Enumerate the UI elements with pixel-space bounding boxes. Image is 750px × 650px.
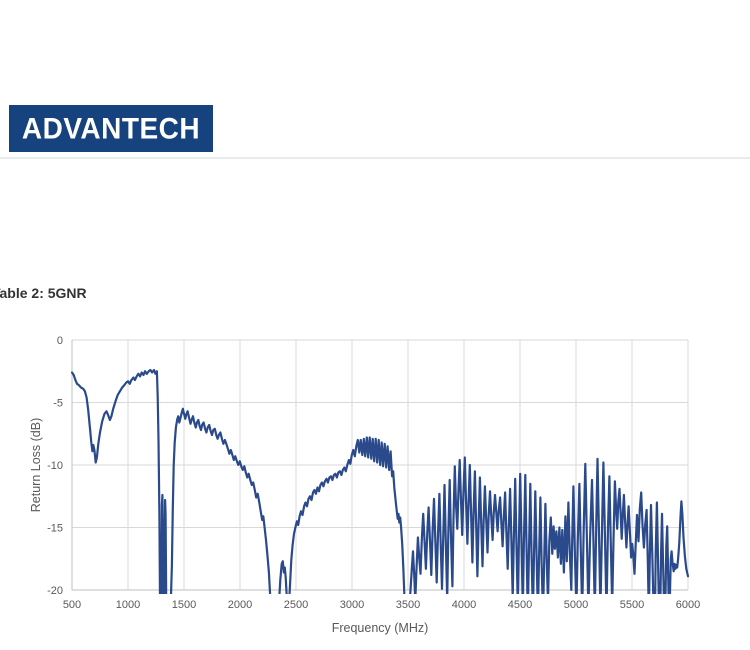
x-axis-title: Frequency (MHz) xyxy=(332,621,429,635)
x-tick-label: 4000 xyxy=(452,599,476,611)
advantech-logo-text: ADVANTECH xyxy=(21,111,201,145)
y-tick-label: 0 xyxy=(57,335,63,347)
table-caption: Table 2: 5GNR xyxy=(0,285,87,301)
return-loss-trace xyxy=(71,368,689,594)
x-tick-label: 500 xyxy=(63,599,81,611)
x-tick-label: 3500 xyxy=(396,599,420,611)
x-tick-label: 4500 xyxy=(508,599,532,611)
x-tick-label: 2500 xyxy=(284,599,308,611)
return-loss-chart-container: 500 1000 1500 2000 2500 3000 3500 4000 4500 5000 5… xyxy=(0,325,750,650)
x-tick-label: 3000 xyxy=(340,599,364,611)
header-divider xyxy=(0,157,750,159)
advantech-logo: ADVANTECH xyxy=(9,105,213,152)
x-tick-label: 1500 xyxy=(172,599,196,611)
y-tick-label: -10 xyxy=(47,460,63,472)
x-tick-label: 6000 xyxy=(676,599,700,611)
y-tick-label: -15 xyxy=(47,523,63,535)
x-tick-label: 1000 xyxy=(116,599,140,611)
x-tick-label: 2000 xyxy=(228,599,252,611)
x-tick-label: 5500 xyxy=(620,599,644,611)
y-axis-title: Return Loss (dB) xyxy=(29,418,43,512)
x-tick-label: 5000 xyxy=(564,599,588,611)
return-loss-chart: 500 1000 1500 2000 2500 3000 3500 4000 4500 5000 5… xyxy=(29,335,700,635)
y-tick-label: -20 xyxy=(47,585,63,597)
y-tick-label: -5 xyxy=(53,398,63,410)
